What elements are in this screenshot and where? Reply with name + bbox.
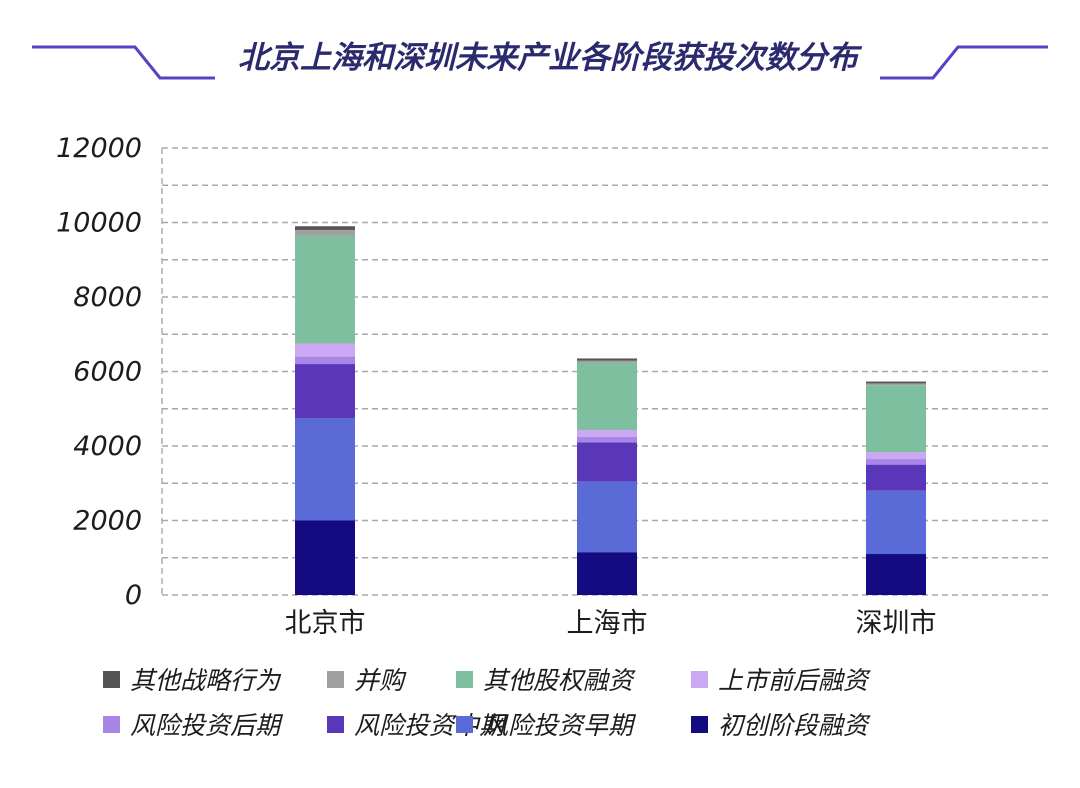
legend-swatch (691, 716, 708, 733)
bar-segment (866, 452, 926, 460)
chart-title: 北京上海和深圳未来产业各阶段获投次数分布 (238, 40, 863, 76)
bar-segment (577, 436, 637, 443)
bar-segment (577, 360, 637, 363)
bar-segment (577, 481, 637, 553)
legend-label: 上市前后融资 (718, 666, 871, 695)
y-tick-label: 8000 (73, 282, 142, 313)
title-frame-right (880, 45, 1048, 80)
legend-swatch (103, 671, 120, 688)
legend-label: 其他战略行为 (130, 666, 282, 695)
legend-swatch (327, 671, 344, 688)
bar-segment (577, 429, 637, 437)
bar-segment (866, 554, 926, 595)
bar-segment (577, 552, 637, 595)
y-axis-tick-labels: 0 2000 4000 6000 8000 10000 12000 (56, 133, 142, 611)
y-tick-label: 10000 (56, 208, 142, 239)
x-axis-category-labels: 北京市 上海市 深圳市 (285, 608, 937, 639)
x-category-label: 北京市 (285, 608, 366, 639)
legend-swatch (103, 716, 120, 733)
bar-segment (295, 229, 355, 236)
legend-label: 并购 (354, 666, 407, 695)
y-tick-label: 12000 (56, 133, 142, 164)
legend-label: 风险投资后期 (130, 711, 284, 740)
bar-segment (577, 362, 637, 430)
bar-segment (866, 464, 926, 491)
bar-segment (295, 356, 355, 365)
legend-swatch (456, 716, 473, 733)
y-tick-label: 6000 (73, 357, 142, 388)
y-tick-label: 0 (125, 580, 142, 611)
title-frame-left (32, 45, 215, 80)
x-category-label: 上海市 (567, 608, 648, 639)
x-category-label: 深圳市 (856, 608, 937, 639)
bar-segment (295, 364, 355, 419)
legend-label: 初创阶段融资 (718, 711, 871, 740)
bar-segment (866, 383, 926, 386)
legend-label: 其他股权融资 (483, 666, 636, 695)
bar-segment (295, 235, 355, 344)
bar-segment (295, 226, 355, 230)
bar-segment (295, 418, 355, 521)
legend-label: 风险投资早期 (483, 711, 637, 740)
legend-swatch (456, 671, 473, 688)
legend-label: 风险投资中期 (354, 711, 508, 740)
bar-segment (866, 381, 926, 384)
legend-swatch (691, 671, 708, 688)
bars-layer (295, 226, 926, 595)
bar-segment (295, 520, 355, 595)
y-tick-label: 4000 (73, 431, 142, 462)
y-tick-label: 2000 (73, 506, 142, 537)
legend-swatch (327, 716, 344, 733)
bar-segment (577, 358, 637, 361)
bar-segment (295, 343, 355, 357)
bar-segment (866, 490, 926, 555)
bar-segment (866, 459, 926, 465)
bar-segment (577, 442, 637, 482)
bar-segment (866, 385, 926, 453)
